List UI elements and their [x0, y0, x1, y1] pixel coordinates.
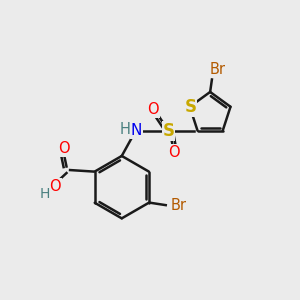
Text: Br: Br: [170, 198, 187, 213]
Text: O: O: [58, 141, 69, 156]
Text: H: H: [39, 187, 50, 201]
Text: O: O: [147, 102, 159, 117]
Text: H: H: [120, 122, 131, 137]
Text: O: O: [168, 145, 180, 160]
Text: S: S: [184, 98, 196, 116]
Text: Br: Br: [210, 61, 226, 76]
Text: O: O: [50, 179, 61, 194]
Text: S: S: [162, 122, 174, 140]
Text: N: N: [131, 123, 142, 138]
